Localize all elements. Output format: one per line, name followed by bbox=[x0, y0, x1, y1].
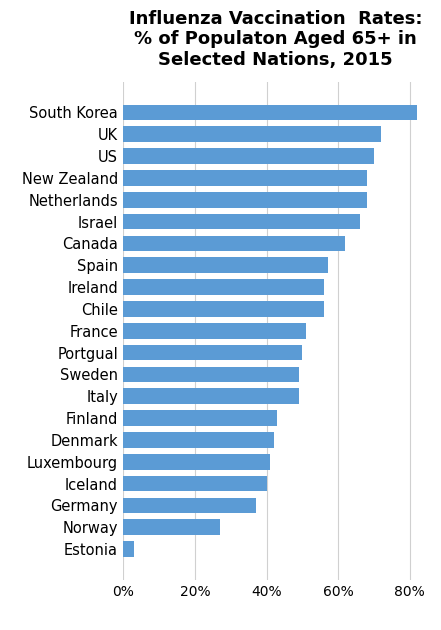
Bar bbox=[123, 476, 267, 491]
Bar bbox=[123, 170, 367, 186]
Bar bbox=[123, 148, 374, 164]
Bar bbox=[123, 301, 324, 317]
Title: Influenza Vaccination  Rates:
% of Populaton Aged 65+ in
Selected Nations, 2015: Influenza Vaccination Rates: % of Popula… bbox=[129, 9, 422, 69]
Bar bbox=[123, 432, 274, 448]
Bar bbox=[123, 389, 299, 404]
Bar bbox=[123, 367, 299, 382]
Bar bbox=[123, 323, 306, 338]
Bar bbox=[123, 192, 367, 208]
Bar bbox=[123, 519, 220, 535]
Bar bbox=[123, 258, 328, 273]
Bar bbox=[123, 236, 345, 251]
Bar bbox=[123, 410, 277, 426]
Bar bbox=[123, 214, 360, 229]
Bar bbox=[123, 345, 303, 360]
Bar bbox=[123, 105, 417, 120]
Bar bbox=[123, 454, 270, 469]
Bar bbox=[123, 127, 381, 142]
Bar bbox=[123, 498, 256, 513]
Bar bbox=[123, 541, 134, 557]
Bar bbox=[123, 279, 324, 295]
